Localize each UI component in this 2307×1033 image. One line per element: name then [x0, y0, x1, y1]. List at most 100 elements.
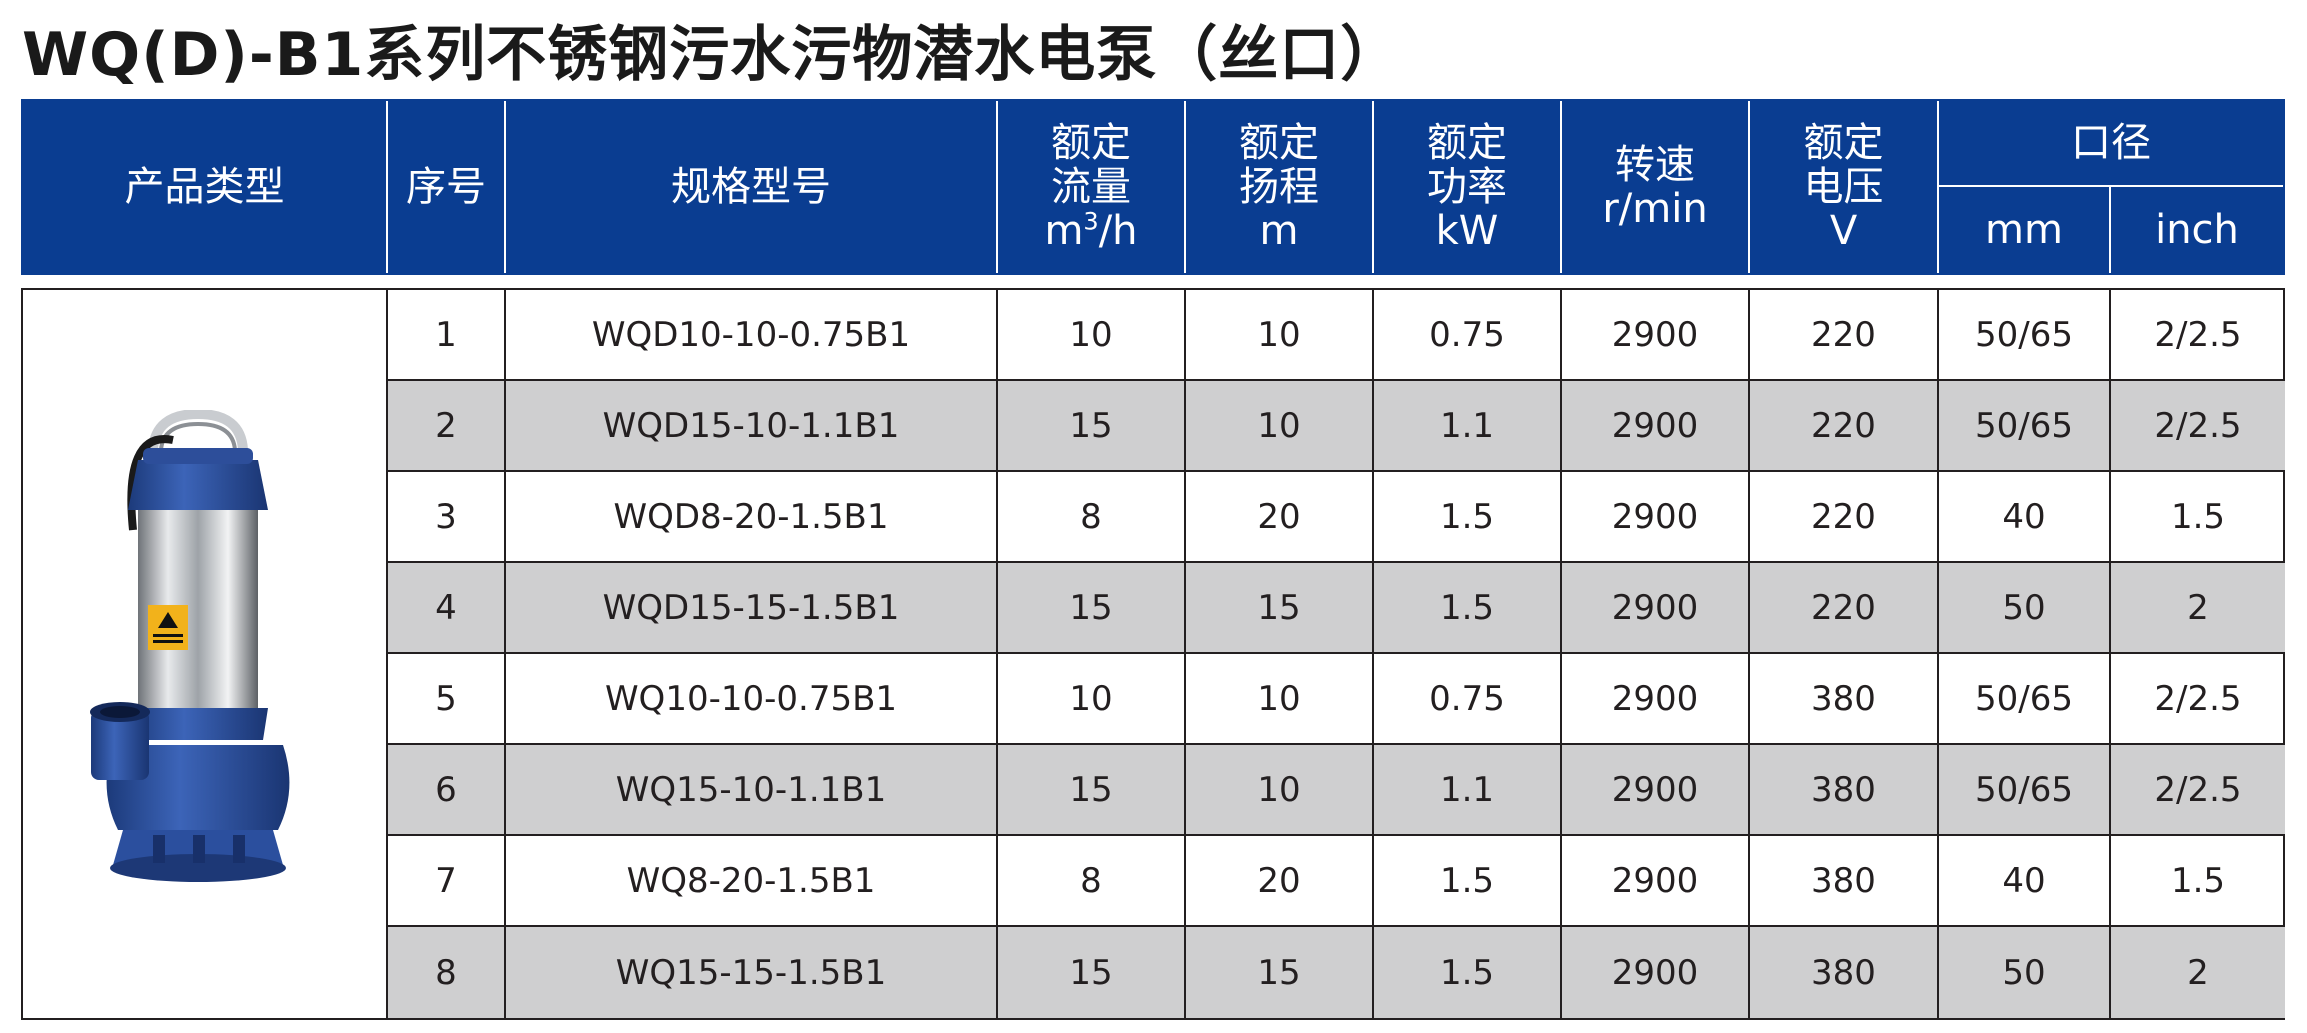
cell-model: WQ15-10-1.1B1 — [506, 745, 998, 834]
cell-power: 1.5 — [1374, 836, 1562, 925]
table-row: 1 WQD10-10-0.75B1 10 10 0.75 2900 220 50/65 2/2.… — [388, 290, 2285, 381]
cell-model: WQ15-15-1.5B1 — [506, 927, 998, 1018]
header-power-line1: 额定 — [1427, 120, 1507, 166]
cell-voltage: 380 — [1750, 745, 1939, 834]
header-flow-line2: 流量 — [1051, 164, 1131, 210]
header-power: 额定 功率 kW — [1374, 101, 1562, 273]
cell-flow: 8 — [998, 472, 1186, 561]
cell-inch: 2/2.5 — [2154, 314, 2242, 355]
cell-power: 1.5 — [1374, 472, 1562, 561]
cell-mm: 50/65 — [1939, 745, 2111, 834]
header-voltage-line1: 额定 — [1803, 120, 1884, 166]
header-power-line2: 功率 — [1427, 164, 1507, 210]
cell-voltage: 220 — [1750, 381, 1939, 470]
cell-model: WQ10-10-0.75B1 — [506, 654, 998, 743]
cell-power: 1.5 — [1374, 927, 1562, 1018]
cell-inch: 2 — [2187, 952, 2209, 993]
header-flow: 额定 流量 m3/h — [998, 101, 1186, 273]
cell-voltage: 220 — [1750, 290, 1939, 379]
header-caliber-mm: mm — [1939, 187, 2111, 273]
header-product-type: 产品类型 — [23, 101, 388, 273]
cell-model: WQD15-15-1.5B1 — [506, 563, 998, 652]
cell-head: 20 — [1186, 836, 1374, 925]
header-speed-line1: 转速 — [1615, 142, 1695, 188]
table-header: 产品类型 序号 规格型号 额定 流量 m3/h 额定 扬程 m 额定 功率 kW… — [21, 99, 2285, 275]
cell-speed: 2900 — [1562, 381, 1750, 470]
cell-head: 15 — [1186, 927, 1374, 1018]
cell-speed: 2900 — [1562, 290, 1750, 379]
table-row: 4 WQD15-15-1.5B1 15 15 1.5 2900 220 50 2 — [388, 563, 2285, 654]
cell-flow: 10 — [998, 290, 1186, 379]
cell-speed: 2900 — [1562, 927, 1750, 1018]
cell-mm: 40 — [1939, 472, 2111, 561]
header-head-line1: 额定 — [1239, 120, 1319, 166]
cell-seq: 3 — [388, 472, 506, 561]
cell-model: WQD15-10-1.1B1 — [506, 381, 998, 470]
product-image-cell — [23, 290, 388, 1018]
cell-power: 1.5 — [1374, 563, 1562, 652]
header-power-unit: kW — [1435, 208, 1499, 254]
cell-seq: 4 — [388, 563, 506, 652]
cell-mm: 50/65 — [1939, 381, 2111, 470]
cell-model: WQ8-20-1.5B1 — [506, 836, 998, 925]
cell-mm: 50 — [1939, 563, 2111, 652]
header-speed: 转速 r/min — [1562, 101, 1750, 273]
cell-seq: 7 — [388, 836, 506, 925]
cell-power: 0.75 — [1374, 290, 1562, 379]
cell-speed: 2900 — [1562, 836, 1750, 925]
cell-inch: 1.5 — [2170, 860, 2226, 901]
header-speed-unit: r/min — [1602, 186, 1708, 232]
submersible-pump-image — [90, 410, 290, 882]
header-caliber-inch: inch — [2155, 207, 2239, 253]
page-title: WQ(D)-B1系列不锈钢污水污物潜水电泵（丝口） — [22, 20, 1402, 90]
cell-flow: 15 — [998, 927, 1186, 1018]
header-model: 规格型号 — [506, 101, 998, 273]
cell-mm: 50/65 — [1939, 290, 2111, 379]
cell-flow: 8 — [998, 836, 1186, 925]
header-head-unit: m — [1259, 208, 1299, 254]
header-voltage-unit: V — [1829, 208, 1858, 254]
cell-head: 10 — [1186, 290, 1374, 379]
cell-voltage: 220 — [1750, 563, 1939, 652]
table-row: 2 WQD15-10-1.1B1 15 10 1.1 2900 220 50/65 2/2.5 — [388, 381, 2285, 472]
table-row: 8 WQ15-15-1.5B1 15 15 1.5 2900 380 50 2 — [388, 927, 2285, 1018]
header-head: 额定 扬程 m — [1186, 101, 1374, 273]
cell-model: WQD8-20-1.5B1 — [506, 472, 998, 561]
cell-head: 10 — [1186, 381, 1374, 470]
cell-flow: 15 — [998, 381, 1186, 470]
cell-head: 20 — [1186, 472, 1374, 561]
header-flow-line1: 额定 — [1051, 120, 1131, 166]
cell-head: 10 — [1186, 654, 1374, 743]
cell-voltage: 380 — [1750, 836, 1939, 925]
cell-model: WQD10-10-0.75B1 — [506, 290, 998, 379]
cell-speed: 2900 — [1562, 472, 1750, 561]
header-head-line2: 扬程 — [1239, 164, 1319, 210]
cell-seq: 5 — [388, 654, 506, 743]
header-voltage: 额定 电压 V — [1750, 101, 1939, 273]
header-flow-unit: m3/h — [1044, 207, 1138, 254]
cell-mm: 50/65 — [1939, 654, 2111, 743]
cell-mm: 50 — [1939, 927, 2111, 1018]
header-caliber: 口径 — [1939, 101, 2283, 187]
cell-head: 10 — [1186, 745, 1374, 834]
cell-voltage: 380 — [1750, 927, 1939, 1018]
cell-seq: 2 — [388, 381, 506, 470]
cell-inch: 1.5 — [2170, 496, 2226, 537]
table-row: 3 WQD8-20-1.5B1 8 20 1.5 2900 220 40 1.5 — [388, 472, 2285, 563]
table-row: 7 WQ8-20-1.5B1 8 20 1.5 2900 380 40 1.5 — [388, 836, 2285, 927]
cell-head: 15 — [1186, 563, 1374, 652]
cell-power: 1.1 — [1374, 381, 1562, 470]
cell-voltage: 220 — [1750, 472, 1939, 561]
cell-inch: 2/2.5 — [2154, 405, 2242, 446]
table-row: 6 WQ15-10-1.1B1 15 10 1.1 2900 380 50/65 2/2.5 — [388, 745, 2285, 836]
cell-power: 1.1 — [1374, 745, 1562, 834]
cell-seq: 1 — [388, 290, 506, 379]
cell-speed: 2900 — [1562, 563, 1750, 652]
cell-speed: 2900 — [1562, 745, 1750, 834]
cell-speed: 2900 — [1562, 654, 1750, 743]
table-row: 5 WQ10-10-0.75B1 10 10 0.75 2900 380 50/65 2/2.5 — [388, 654, 2285, 745]
cell-flow: 15 — [998, 563, 1186, 652]
cell-flow: 10 — [998, 654, 1186, 743]
cell-seq: 8 — [388, 927, 506, 1018]
header-seq: 序号 — [388, 101, 506, 273]
